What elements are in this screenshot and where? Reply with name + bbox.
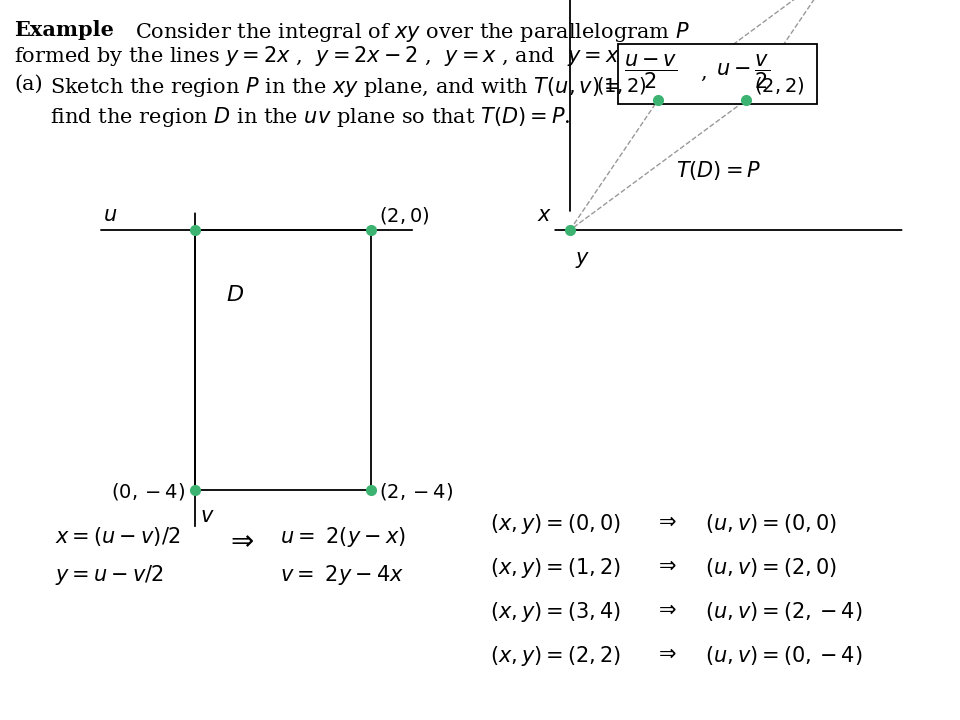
Text: Example: Example [14,20,114,40]
Text: $(1,2)$: $(1,2)$ [595,75,646,96]
Text: $y = u - v/2$: $y = u - v/2$ [55,563,164,587]
Text: $(x,y) = (0,0)$: $(x,y) = (0,0)$ [490,512,621,536]
Text: $(u,v) = (2,-4)$: $(u,v) = (2,-4)$ [705,600,863,623]
Text: $u - \dfrac{v}{2}$: $u - \dfrac{v}{2}$ [716,53,770,91]
Text: $\Rightarrow$: $\Rightarrow$ [654,512,676,531]
Text: Consider the integral of $xy$ over the parallelogram $P$: Consider the integral of $xy$ over the p… [135,20,690,44]
Text: $(u,v) = (0,0)$: $(u,v) = (0,0)$ [705,512,837,535]
Text: $\Rightarrow$: $\Rightarrow$ [654,644,676,663]
Text: $\Rightarrow$: $\Rightarrow$ [654,600,676,619]
Text: $\Rightarrow$: $\Rightarrow$ [226,528,254,554]
Text: $x = (u - v)/2$: $x = (u - v)/2$ [55,525,180,548]
FancyBboxPatch shape [618,44,817,104]
Text: Sketch the region $P$ in the $xy$ plane, and with $T(u,v) =$: Sketch the region $P$ in the $xy$ plane,… [50,75,621,99]
Text: $v$: $v$ [200,507,215,526]
Text: find the region $D$ in the $uv$ plane so that $T(D) = P$.: find the region $D$ in the $uv$ plane so… [50,105,570,129]
Text: $(u,v) = (0,-4)$: $(u,v) = (0,-4)$ [705,644,863,667]
Text: $(x,y) = (2,2)$: $(x,y) = (2,2)$ [490,644,621,668]
Text: $D$: $D$ [226,284,244,306]
Text: ,: , [700,63,707,81]
Text: $x$: $x$ [537,206,552,225]
Text: $(2,0)$: $(2,0)$ [379,205,429,226]
Text: $(x,y) = (1,2)$: $(x,y) = (1,2)$ [490,556,621,580]
Text: formed by the lines $y = 2x$ ,  $y = 2x - 2$ ,  $y = x$ , and  $y = x + 1$ .: formed by the lines $y = 2x$ , $y = 2x -… [14,44,670,68]
Text: $(0,-4)$: $(0,-4)$ [110,482,185,503]
Text: $(u,v) = (2,0)$: $(u,v) = (2,0)$ [705,556,837,579]
Text: $y$: $y$ [575,250,590,269]
Text: $\Rightarrow$: $\Rightarrow$ [654,556,676,575]
Text: $(2,2)$: $(2,2)$ [754,75,804,96]
Text: (a): (a) [14,75,42,94]
Text: $(2,-4)$: $(2,-4)$ [379,482,453,503]
Text: $v = \ 2y - 4x$: $v = \ 2y - 4x$ [280,563,404,587]
Text: $u$: $u$ [103,206,117,225]
Text: $T(D) = P$: $T(D) = P$ [676,158,761,181]
Text: $\dfrac{u - v}{2}$: $\dfrac{u - v}{2}$ [624,53,678,91]
Text: $(x,y) = (3,4)$: $(x,y) = (3,4)$ [490,600,621,624]
Text: $u = \ 2(y - x)$: $u = \ 2(y - x)$ [280,525,406,549]
